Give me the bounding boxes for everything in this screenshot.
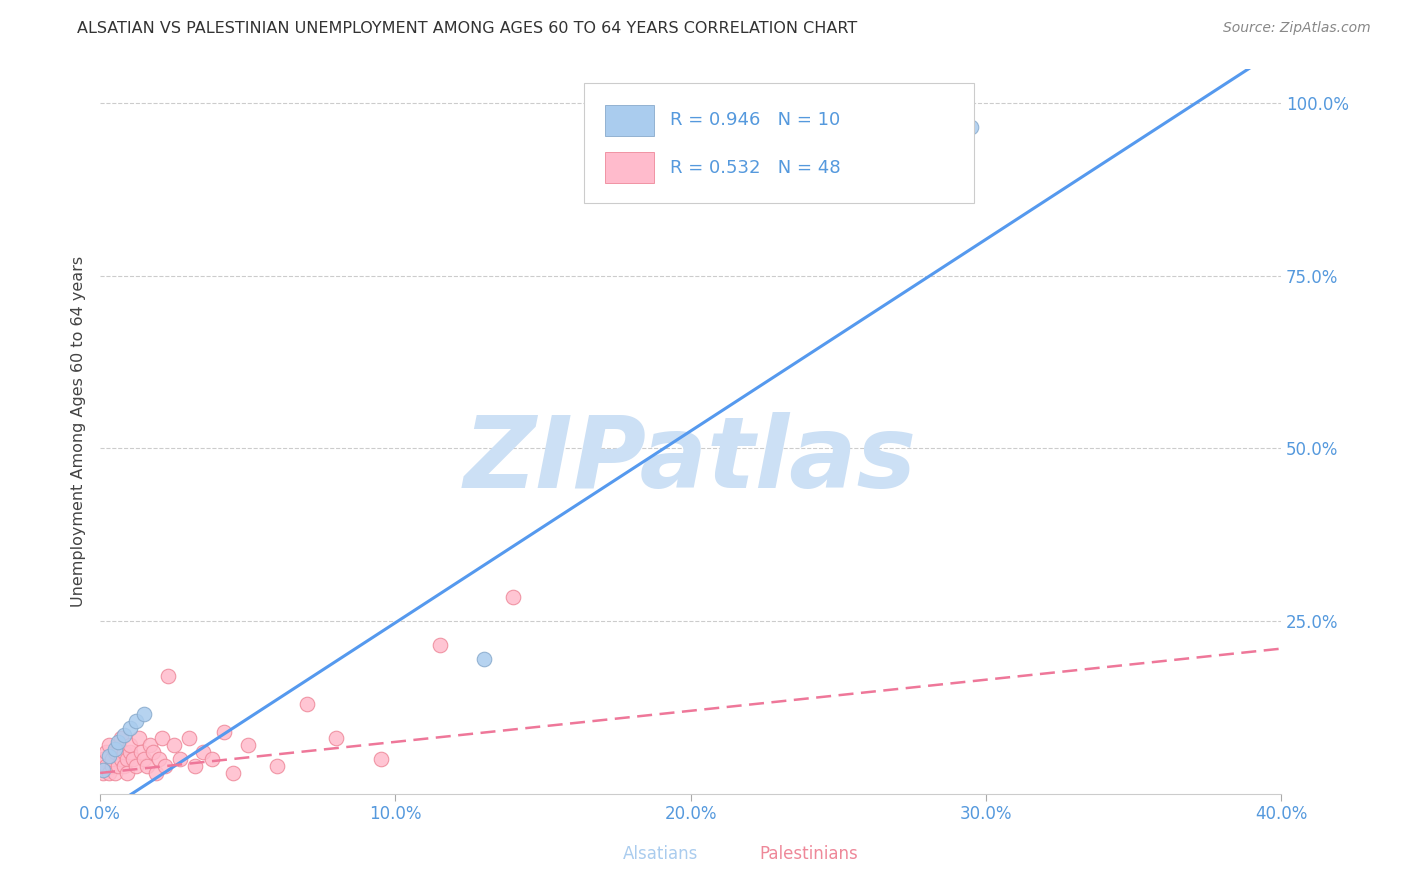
Palestinians	[112, 745, 135, 759]
FancyBboxPatch shape	[606, 152, 654, 184]
Palestinians	[145, 766, 167, 780]
Palestinians	[98, 739, 121, 753]
Palestinians	[104, 766, 127, 780]
Palestinians	[124, 759, 146, 773]
Text: ALSATIAN VS PALESTINIAN UNEMPLOYMENT AMONG AGES 60 TO 64 YEARS CORRELATION CHART: ALSATIAN VS PALESTINIAN UNEMPLOYMENT AMO…	[77, 21, 858, 37]
Palestinians	[177, 731, 200, 746]
Palestinians	[91, 752, 114, 766]
Palestinians	[101, 759, 124, 773]
Palestinians	[98, 766, 121, 780]
Palestinians	[163, 739, 186, 753]
Palestinians	[136, 759, 159, 773]
Palestinians	[121, 752, 143, 766]
Palestinians	[370, 752, 392, 766]
Alsatians	[91, 763, 114, 777]
Palestinians	[118, 745, 141, 759]
Text: ZIPatlas: ZIPatlas	[464, 411, 917, 508]
FancyBboxPatch shape	[606, 104, 654, 136]
Palestinians	[150, 731, 173, 746]
Alsatians	[124, 714, 146, 728]
Alsatians	[118, 721, 141, 735]
Text: R = 0.532   N = 48: R = 0.532 N = 48	[669, 159, 841, 177]
Palestinians	[222, 766, 245, 780]
Palestinians	[94, 759, 117, 773]
Palestinians	[157, 669, 180, 683]
Alsatians	[104, 741, 127, 756]
Palestinians	[131, 745, 153, 759]
Palestinians	[91, 766, 114, 780]
Y-axis label: Unemployment Among Ages 60 to 64 years: Unemployment Among Ages 60 to 64 years	[72, 255, 86, 607]
Palestinians	[169, 752, 191, 766]
Alsatians	[960, 120, 983, 135]
Palestinians	[115, 752, 138, 766]
Palestinians	[142, 745, 165, 759]
Palestinians	[110, 752, 132, 766]
Text: Source: ZipAtlas.com: Source: ZipAtlas.com	[1223, 21, 1371, 36]
Palestinians	[183, 759, 205, 773]
Text: R = 0.946   N = 10: R = 0.946 N = 10	[669, 112, 839, 129]
Palestinians	[201, 752, 224, 766]
Palestinians	[153, 759, 176, 773]
Palestinians	[110, 731, 132, 746]
Palestinians	[236, 739, 259, 753]
Palestinians	[107, 739, 129, 753]
Palestinians	[325, 731, 347, 746]
Text: Palestinians: Palestinians	[759, 846, 858, 863]
Palestinians	[139, 739, 162, 753]
Alsatians	[107, 735, 129, 749]
Palestinians	[134, 752, 156, 766]
Alsatians	[472, 652, 495, 666]
Alsatians	[98, 748, 121, 763]
Palestinians	[115, 766, 138, 780]
Palestinians	[107, 759, 129, 773]
Alsatians	[134, 707, 156, 722]
Palestinians	[266, 759, 288, 773]
Text: Alsatians: Alsatians	[623, 846, 699, 863]
Palestinians	[429, 638, 451, 652]
Palestinians	[128, 731, 150, 746]
Palestinians	[502, 590, 524, 604]
FancyBboxPatch shape	[585, 83, 974, 202]
Palestinians	[104, 745, 127, 759]
Alsatians	[112, 728, 135, 742]
Palestinians	[101, 752, 124, 766]
Palestinians	[94, 745, 117, 759]
Palestinians	[295, 697, 318, 711]
Palestinians	[148, 752, 170, 766]
Palestinians	[112, 759, 135, 773]
Palestinians	[193, 745, 215, 759]
Palestinians	[118, 739, 141, 753]
Palestinians	[212, 724, 235, 739]
